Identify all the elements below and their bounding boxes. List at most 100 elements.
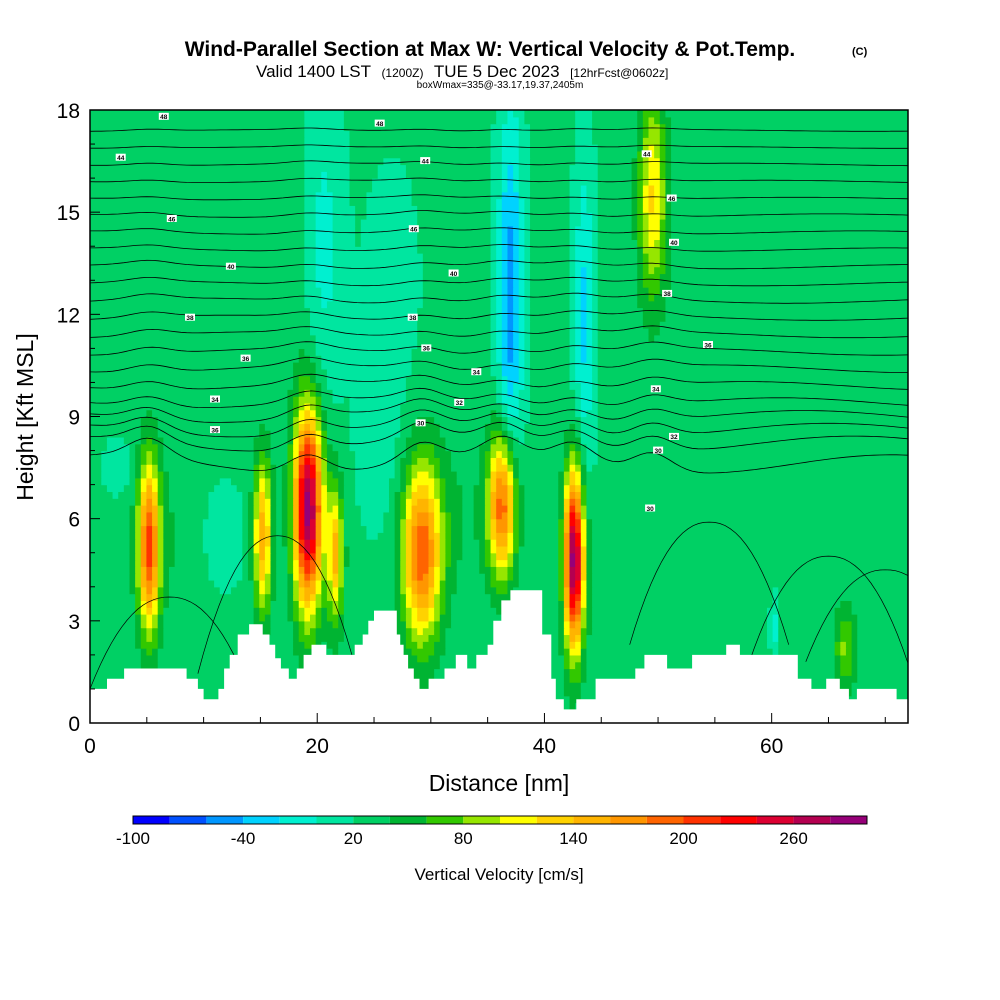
w-cell — [569, 280, 576, 288]
w-cell — [321, 184, 328, 193]
w-cell — [659, 198, 667, 206]
w-cell — [400, 648, 413, 656]
w-cell — [152, 491, 159, 499]
w-cell — [394, 505, 401, 513]
w-cell — [524, 110, 576, 118]
w-cell — [524, 259, 531, 268]
w-cell — [586, 498, 908, 506]
w-cell — [563, 627, 571, 636]
w-cell — [558, 600, 565, 608]
w-cell — [507, 457, 514, 465]
w-cell — [315, 218, 334, 227]
w-cell — [304, 232, 317, 241]
w-cell — [851, 620, 858, 629]
w-cell — [439, 620, 452, 629]
w-cell — [592, 334, 599, 343]
w-cell — [326, 300, 424, 309]
w-cell — [411, 511, 418, 520]
w-cell — [315, 552, 322, 561]
w-cell — [163, 620, 255, 629]
w-cell — [293, 416, 300, 424]
w-cell — [428, 545, 435, 554]
w-cell — [343, 491, 356, 499]
w-cell — [287, 566, 294, 574]
w-cell — [586, 634, 768, 642]
w-cell — [321, 423, 328, 431]
w-cell — [445, 539, 452, 547]
w-cell — [428, 586, 435, 595]
w-cell — [496, 573, 509, 581]
w-cell — [637, 266, 644, 275]
w-cell — [417, 593, 430, 601]
w-cell — [586, 552, 593, 561]
isentrope-line — [90, 194, 908, 201]
w-cell — [513, 389, 520, 397]
w-cell — [270, 511, 277, 520]
w-cell — [845, 648, 853, 656]
contour-label-bg — [210, 426, 220, 434]
w-cell — [659, 191, 667, 200]
w-cell — [501, 130, 520, 138]
w-cell — [259, 586, 266, 595]
w-cell — [163, 443, 255, 452]
w-cell — [563, 600, 571, 608]
w-cell — [586, 287, 593, 295]
w-cell — [507, 171, 514, 179]
w-cell — [287, 464, 294, 472]
w-cell — [326, 505, 334, 513]
w-cell — [490, 205, 497, 213]
w-cell — [129, 586, 136, 595]
w-cell — [496, 321, 503, 329]
w-cell — [321, 559, 328, 567]
w-cell — [140, 641, 159, 649]
w-cell — [513, 355, 520, 363]
w-cell — [140, 620, 148, 629]
w-cell — [569, 239, 576, 247]
w-cell — [445, 532, 452, 540]
w-cell — [563, 436, 582, 445]
w-cell — [90, 579, 131, 588]
w-cell — [513, 559, 520, 567]
w-cell — [462, 491, 475, 499]
w-cell — [851, 668, 858, 676]
w-cell — [163, 641, 260, 649]
w-cell — [338, 450, 356, 458]
w-cell — [580, 300, 588, 309]
w-cell — [507, 389, 514, 397]
w-cell — [304, 545, 311, 554]
w-cell — [349, 164, 379, 172]
w-cell — [315, 457, 322, 465]
w-cell — [253, 532, 260, 540]
w-cell — [101, 457, 131, 465]
w-cell — [304, 239, 317, 247]
w-cell — [343, 600, 396, 608]
w-cell — [168, 586, 221, 595]
w-cell — [490, 464, 497, 472]
w-cell — [163, 532, 176, 540]
w-cell — [253, 559, 260, 567]
w-cell — [259, 457, 272, 465]
w-cell — [129, 566, 136, 574]
w-cell — [840, 648, 847, 656]
colorbar-swatch — [279, 816, 317, 824]
w-cell — [569, 702, 576, 710]
w-cell — [507, 314, 514, 322]
w-cell — [135, 641, 142, 649]
w-cell — [242, 545, 249, 554]
colorbar-swatch — [169, 816, 207, 824]
w-cell — [857, 668, 908, 676]
w-cell — [501, 198, 520, 206]
w-cell — [264, 505, 272, 513]
w-cell — [304, 559, 311, 567]
w-cell — [569, 205, 582, 213]
w-cell — [270, 430, 289, 438]
w-cell — [462, 518, 475, 527]
w-cell — [332, 648, 339, 656]
w-cell — [405, 668, 435, 676]
w-cell — [439, 505, 447, 513]
w-cell — [445, 566, 458, 574]
w-cell — [253, 586, 260, 595]
w-cell — [518, 218, 525, 227]
w-cell — [152, 607, 159, 615]
w-cell — [507, 539, 514, 547]
